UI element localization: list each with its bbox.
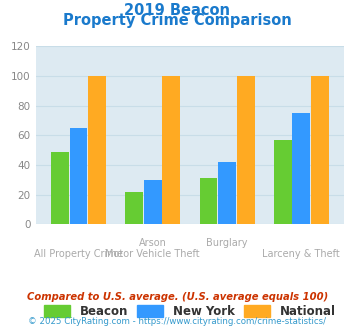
Bar <box>70 128 87 224</box>
Text: © 2025 CityRating.com - https://www.cityrating.com/crime-statistics/: © 2025 CityRating.com - https://www.city… <box>28 317 327 326</box>
Bar <box>125 192 143 224</box>
Legend: Beacon, New York, National: Beacon, New York, National <box>44 305 335 318</box>
Bar <box>51 152 69 224</box>
Text: Compared to U.S. average. (U.S. average equals 100): Compared to U.S. average. (U.S. average … <box>27 292 328 302</box>
Bar <box>144 180 162 224</box>
Text: 2019 Beacon: 2019 Beacon <box>125 3 230 18</box>
Bar <box>163 76 180 224</box>
Text: Motor Vehicle Theft: Motor Vehicle Theft <box>105 249 200 259</box>
Bar <box>237 76 255 224</box>
Bar <box>293 113 310 224</box>
Bar <box>218 162 236 224</box>
Bar <box>311 76 329 224</box>
Text: Larceny & Theft: Larceny & Theft <box>262 249 340 259</box>
Text: Property Crime Comparison: Property Crime Comparison <box>63 13 292 28</box>
Bar <box>200 178 217 224</box>
Text: All Property Crime: All Property Crime <box>34 249 123 259</box>
Bar <box>88 76 106 224</box>
Bar <box>274 140 292 224</box>
Text: Arson: Arson <box>139 238 167 248</box>
Text: Burglary: Burglary <box>206 238 248 248</box>
